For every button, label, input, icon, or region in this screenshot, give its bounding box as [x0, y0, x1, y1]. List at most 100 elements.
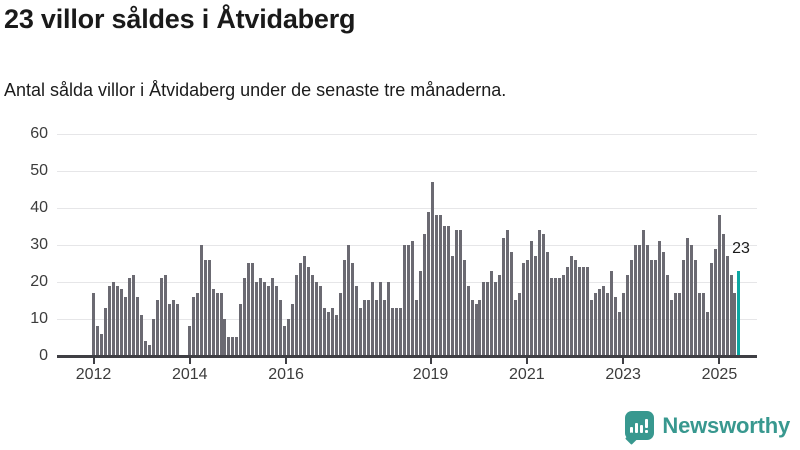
chart-bar	[350, 263, 354, 356]
chart-bar	[354, 286, 358, 356]
chart-bar	[574, 260, 578, 356]
x-axis-label: 2023	[605, 366, 641, 383]
chart-bar	[235, 337, 239, 356]
chart-bar	[426, 212, 430, 356]
chart-bar	[307, 267, 311, 356]
chart-bar	[510, 252, 514, 356]
chart-bar	[665, 275, 669, 356]
chart-bar	[115, 286, 119, 356]
chart-bar	[625, 275, 629, 356]
x-axis-tick	[622, 358, 625, 364]
chart-bar	[394, 308, 398, 356]
x-axis-tick	[188, 358, 191, 364]
chart-bar	[271, 278, 275, 356]
chart-bar	[139, 315, 143, 356]
chart-bar	[482, 282, 486, 356]
chart-bar	[609, 271, 613, 356]
chart-bar	[151, 319, 155, 356]
chart-bar	[99, 334, 103, 356]
chart-bar	[255, 282, 259, 356]
chart-bar	[402, 245, 406, 356]
chart-bar	[406, 245, 410, 356]
chart-bar	[466, 286, 470, 356]
chart-bar	[590, 300, 594, 356]
chart-bar	[729, 275, 733, 356]
chart-bar	[95, 326, 99, 356]
y-axis-label: 50	[30, 162, 48, 179]
chart-bar	[562, 275, 566, 356]
chart-bar	[558, 278, 562, 356]
chart-subtitle: Antal sålda villor i Åtvidaberg under de…	[4, 80, 507, 100]
chart-bar	[653, 260, 657, 356]
chart-bar	[227, 337, 231, 356]
chart-bar	[135, 297, 139, 356]
chart-bar	[398, 308, 402, 356]
x-axis-tick	[429, 358, 432, 364]
chart-bar	[231, 337, 235, 356]
chart-bar	[570, 256, 574, 356]
chart-bar	[327, 312, 331, 356]
chart-bar	[721, 234, 725, 356]
chart-bar	[685, 238, 689, 356]
chart-bar	[446, 226, 450, 356]
chart-bar	[147, 345, 151, 356]
chart-bar	[598, 289, 602, 356]
x-axis-label: 2012	[75, 366, 112, 383]
chart-bar	[303, 256, 307, 356]
chart-bar	[470, 300, 474, 356]
chart-bar	[602, 286, 605, 356]
x-axis-tick	[285, 358, 288, 364]
chart-bar	[605, 293, 609, 356]
chart-bar	[617, 312, 621, 356]
chart-bar	[494, 282, 498, 356]
chart-bar	[299, 263, 303, 356]
chart-bar	[107, 286, 111, 356]
chart-bar	[538, 230, 542, 356]
y-axis-label: 40	[30, 199, 48, 216]
gridline-60	[57, 134, 757, 135]
chart-bar	[514, 300, 518, 356]
chart-bar	[689, 245, 693, 356]
chart-bar	[582, 267, 586, 356]
chart-bar	[187, 326, 191, 356]
chart-bar	[347, 245, 350, 356]
chart-bar	[319, 286, 323, 356]
chart-bar	[701, 293, 705, 356]
chart-bar	[613, 297, 617, 356]
chart-bar	[223, 319, 227, 356]
chart-bar	[295, 275, 299, 356]
chart-bar	[331, 308, 335, 356]
chart-bar	[450, 256, 454, 356]
chart-bar	[705, 312, 709, 356]
chart-bar	[725, 256, 729, 356]
chart-bar	[203, 260, 207, 356]
x-axis-line	[57, 355, 757, 358]
chart-bar	[362, 300, 366, 356]
chart-bar	[629, 260, 633, 356]
page-title: 23 villor såldes i Åtvidaberg	[4, 4, 356, 34]
chart-bar	[673, 293, 677, 356]
chart-bar	[215, 293, 219, 356]
chart-bar	[123, 297, 127, 356]
chart-bar	[259, 278, 263, 356]
chart-bar	[522, 263, 526, 356]
gridline-50	[57, 171, 757, 172]
newsworthy-logo[interactable]: Newsworthy	[625, 411, 790, 440]
chart-bar	[526, 260, 530, 356]
chart-bar	[661, 252, 665, 356]
chart-bar	[530, 241, 534, 356]
chart-bar	[143, 341, 147, 356]
chart-bar	[442, 226, 446, 356]
x-axis-tick	[718, 358, 721, 364]
chart-bar	[621, 293, 625, 356]
chart-bar	[430, 182, 434, 356]
chart-bar	[498, 275, 502, 356]
chart-bar	[382, 300, 386, 356]
chart-bar	[370, 282, 374, 356]
chart-bar	[518, 293, 522, 356]
chart-bar	[578, 267, 582, 356]
chart-bar	[542, 234, 546, 356]
chart-bar	[366, 300, 370, 356]
chart-bar	[534, 256, 538, 356]
